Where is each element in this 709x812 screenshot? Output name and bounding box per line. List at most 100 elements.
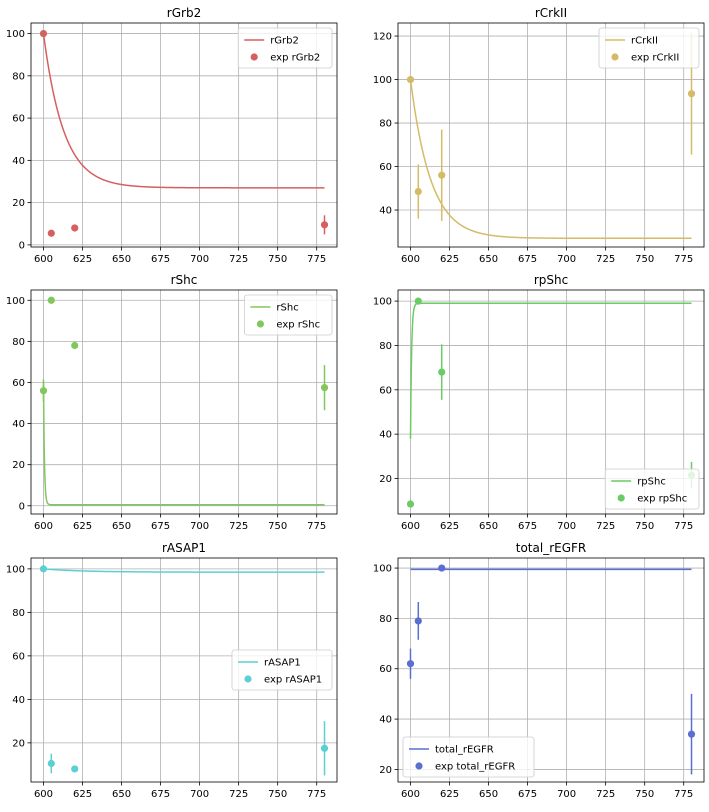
legend-marker-swatch — [256, 320, 264, 328]
data-point — [414, 297, 422, 305]
legend-marker-swatch — [415, 762, 423, 770]
x-tick-label: 625 — [440, 521, 459, 532]
y-tick-label: 60 — [379, 385, 392, 396]
legend-label-model: rGrb2 — [270, 36, 299, 47]
y-tick-label: 60 — [12, 651, 25, 662]
y-tick-label: 20 — [12, 738, 25, 749]
x-tick-label: 650 — [112, 789, 131, 800]
legend-label-model: rCrkII — [631, 36, 658, 47]
x-tick-label: 600 — [401, 789, 420, 800]
y-tick-label: 20 — [379, 765, 392, 776]
y-tick-label: 40 — [379, 715, 392, 726]
y-tick-label: 40 — [12, 419, 25, 430]
legend-label-experiment: exp rpShc — [637, 494, 687, 505]
y-tick-label: 20 — [379, 474, 392, 485]
legend-box — [402, 736, 535, 778]
data-point — [406, 75, 415, 84]
legend-marker-swatch — [244, 675, 252, 683]
x-tick-label: 775 — [674, 789, 693, 800]
subplot-1: rCrkII 600 625 650 675 700 725 750 775 40 60 80 100 1… — [373, 6, 705, 265]
x-tick-label: 775 — [674, 521, 693, 532]
y-tick-label: 0 — [19, 501, 25, 512]
y-tick-label: 80 — [12, 608, 25, 619]
model-line — [42, 382, 325, 506]
x-tick-label: 600 — [401, 521, 420, 532]
y-tick-label: 20 — [12, 460, 25, 471]
x-tick-label: 675 — [151, 254, 170, 265]
data-point — [320, 384, 329, 392]
data-point — [320, 744, 329, 752]
subplot-4: rASAP1 600 625 650 675 700 725 750 775 20 40 60 80 10… — [6, 541, 338, 800]
x-tick-label: 750 — [268, 254, 287, 265]
model-line — [409, 302, 692, 439]
x-tick-label: 775 — [307, 254, 326, 265]
y-tick-label: 40 — [379, 206, 392, 217]
x-tick-label: 675 — [518, 521, 537, 532]
legend-box — [243, 294, 333, 336]
model-line — [43, 568, 325, 573]
y-tick-label: 100 — [6, 296, 25, 307]
x-tick-label: 700 — [557, 254, 576, 265]
data-point — [687, 730, 696, 738]
x-tick-label: 625 — [440, 789, 459, 800]
legend: rShc exp rShc — [243, 294, 333, 336]
y-tick-label: 20 — [12, 198, 25, 209]
legend-label-model: total_rEGFR — [435, 745, 494, 756]
legend-box — [604, 468, 700, 510]
subplot-title: rCrkII — [535, 6, 567, 20]
legend-label-experiment: exp total_rEGFR — [435, 762, 515, 773]
x-tick-label: 725 — [596, 254, 615, 265]
data-point — [39, 387, 48, 395]
y-tick-label: 80 — [379, 119, 392, 130]
legend: rpShc exp rpShc — [604, 468, 700, 510]
x-tick-label: 725 — [229, 521, 248, 532]
x-tick-label: 725 — [596, 521, 615, 532]
data-point — [438, 171, 446, 179]
x-tick-label: 650 — [112, 521, 131, 532]
legend-label-experiment: exp rShc — [276, 320, 320, 331]
legend: rCrkII exp rCrkII — [598, 27, 700, 69]
y-tick-label: 60 — [12, 114, 25, 125]
y-tick-label: 100 — [6, 29, 25, 40]
legend-marker-swatch — [250, 53, 258, 61]
x-tick-label: 650 — [479, 254, 498, 265]
data-point — [406, 500, 415, 508]
y-tick-label: 120 — [373, 32, 392, 43]
data-point — [47, 759, 55, 768]
x-tick-label: 750 — [635, 254, 654, 265]
axes-frame — [30, 22, 338, 248]
legend-marker-swatch — [611, 53, 619, 61]
x-tick-label: 675 — [518, 789, 537, 800]
y-tick-label: 100 — [373, 297, 392, 308]
y-tick-label: 60 — [379, 162, 392, 173]
y-tick-label: 60 — [12, 378, 25, 389]
x-tick-label: 725 — [596, 789, 615, 800]
x-tick-label: 650 — [479, 521, 498, 532]
subplot-title: rpShc — [534, 273, 568, 287]
y-tick-label: 60 — [379, 664, 392, 675]
data-point — [406, 660, 415, 668]
data-point — [39, 29, 48, 38]
x-tick-label: 625 — [440, 254, 459, 265]
data-point — [71, 341, 79, 350]
legend: rASAP1 exp rASAP1 — [231, 649, 333, 691]
data-point — [414, 617, 422, 625]
x-tick-label: 725 — [229, 254, 248, 265]
axes-frame — [397, 557, 705, 783]
x-tick-label: 700 — [557, 789, 576, 800]
subplot-title: total_rEGFR — [516, 541, 587, 555]
y-tick-label: 40 — [379, 430, 392, 441]
x-tick-label: 725 — [229, 789, 248, 800]
legend-label-experiment: exp rCrkII — [631, 53, 679, 64]
subplot-2: rShc 600 625 650 675 700 725 750 775 0 20 40 60 80 100… — [6, 273, 338, 532]
x-tick-label: 775 — [674, 254, 693, 265]
legend-box — [237, 27, 333, 69]
data-point — [438, 564, 446, 572]
subplot-0: rGrb2 600 625 650 675 700 725 750 775 0 20 40 60 80 10… — [6, 6, 338, 265]
legend-label-model: rShc — [276, 303, 298, 314]
y-tick-label: 0 — [19, 240, 25, 251]
subplot-title: rShc — [171, 273, 198, 287]
data-point — [438, 368, 446, 376]
x-tick-label: 750 — [635, 521, 654, 532]
